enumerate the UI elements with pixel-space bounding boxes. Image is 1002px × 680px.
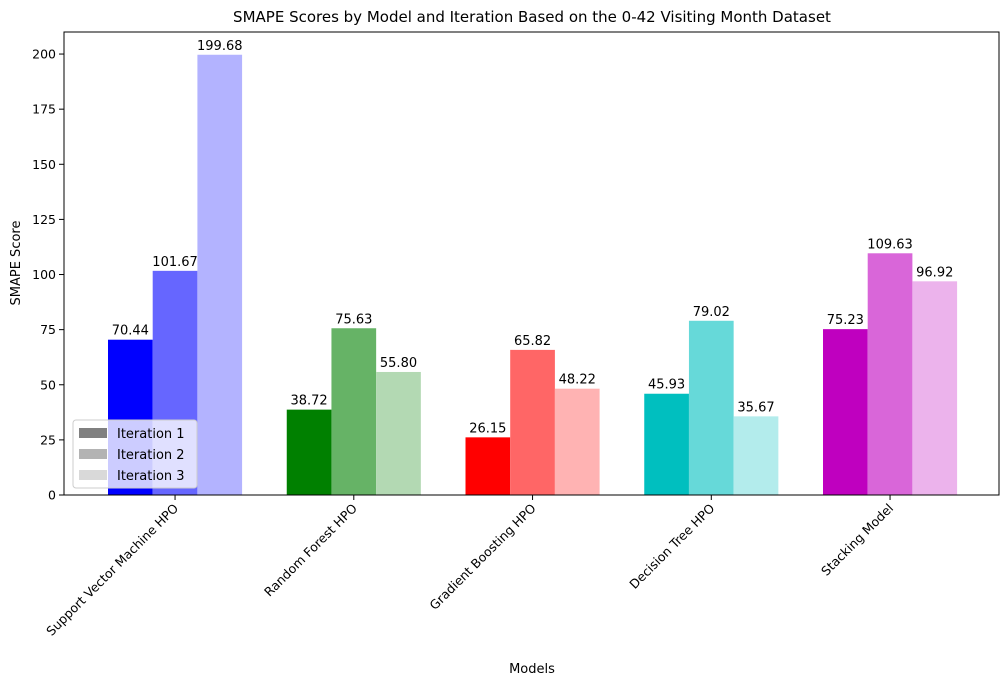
y-tick-label-25: 25 [40, 432, 56, 447]
x-tick-label-support-vector-machine-hpo: Support Vector Machine HPO [43, 500, 181, 638]
y-axis-label: SMAPE Score [9, 221, 24, 306]
x-tick-label-stacking-model: Stacking Model [818, 501, 896, 579]
bar-decision-tree-hpo-iteration-2 [688, 320, 734, 495]
data-label-support-vector-machine-hpo-iteration-1: 70.44 [112, 324, 149, 339]
bar-decision-tree-hpo-iteration-3 [733, 416, 779, 495]
y-tick-label-75: 75 [40, 322, 56, 337]
x-axis-label: Models [509, 662, 555, 677]
data-label-decision-tree-hpo-iteration-3: 35.67 [737, 400, 774, 415]
bar-decision-tree-hpo-iteration-1 [644, 393, 689, 495]
legend: Iteration 1 Iteration 2 Iteration 3 [72, 419, 198, 489]
data-label-random-forest-hpo-iteration-2: 75.63 [335, 312, 372, 327]
data-label-support-vector-machine-hpo-iteration-2: 101.67 [152, 255, 198, 270]
y-tick-label-50: 50 [40, 377, 56, 392]
data-label-decision-tree-hpo-iteration-1: 45.93 [648, 378, 685, 393]
data-label-random-forest-hpo-iteration-3: 55.80 [380, 356, 417, 371]
y-axis: 0 25 50 75 100 125 150 175 200 [32, 47, 64, 503]
x-tick-label-random-forest-hpo: Random Forest HPO [261, 500, 360, 599]
data-label-stacking-model-iteration-3: 96.92 [916, 265, 953, 280]
bar-support-vector-machine-hpo-iteration-3 [197, 54, 243, 495]
data-label-support-vector-machine-hpo-iteration-3: 199.68 [197, 39, 243, 54]
data-labels-group: 70.44 101.67 199.68 38.72 75.63 55.80 26.15 65.… [112, 39, 954, 437]
bar-random-forest-hpo-iteration-1 [286, 409, 332, 495]
x-axis: Support Vector Machine HPO Random Forest … [43, 495, 896, 639]
legend-swatch-iteration-3 [79, 470, 107, 480]
y-tick-label-150: 150 [32, 157, 56, 172]
bar-gradient-boosting-hpo-iteration-3 [554, 388, 600, 495]
legend-swatch-iteration-1 [79, 428, 107, 438]
data-label-gradient-boosting-hpo-iteration-3: 48.22 [559, 373, 596, 388]
data-label-random-forest-hpo-iteration-1: 38.72 [290, 394, 327, 409]
data-label-stacking-model-iteration-2: 109.63 [867, 237, 913, 252]
y-tick-label-0: 0 [48, 488, 56, 503]
bar-stacking-model-iteration-1 [823, 329, 868, 495]
legend-swatch-iteration-2 [79, 449, 107, 459]
bar-gradient-boosting-hpo-iteration-2 [510, 349, 555, 495]
bars-group [108, 54, 958, 495]
legend-label-iteration-2: Iteration 2 [117, 448, 185, 463]
y-tick-label-100: 100 [32, 267, 56, 282]
bar-stacking-model-iteration-2 [867, 253, 913, 495]
plot-frame [63, 31, 1000, 496]
x-tick-label-gradient-boosting-hpo: Gradient Boosting HPO [426, 500, 538, 612]
y-tick-label-200: 200 [32, 47, 56, 62]
bar-random-forest-hpo-iteration-2 [331, 328, 377, 495]
data-label-gradient-boosting-hpo-iteration-2: 65.82 [514, 334, 551, 349]
legend-label-iteration-3: Iteration 3 [117, 469, 185, 484]
x-tick-label-decision-tree-hpo: Decision Tree HPO [626, 500, 717, 591]
y-tick-label-175: 175 [32, 102, 56, 117]
bar-gradient-boosting-hpo-iteration-1 [465, 437, 511, 495]
y-tick-label-125: 125 [32, 212, 56, 227]
bar-random-forest-hpo-iteration-3 [376, 371, 421, 495]
chart-title: SMAPE Scores by Model and Iteration Base… [233, 8, 831, 26]
bar-stacking-model-iteration-3 [912, 281, 958, 495]
data-label-decision-tree-hpo-iteration-2: 79.02 [693, 305, 730, 320]
data-label-stacking-model-iteration-1: 75.23 [827, 313, 864, 328]
legend-label-iteration-1: Iteration 1 [117, 427, 185, 442]
data-label-gradient-boosting-hpo-iteration-1: 26.15 [469, 421, 506, 436]
